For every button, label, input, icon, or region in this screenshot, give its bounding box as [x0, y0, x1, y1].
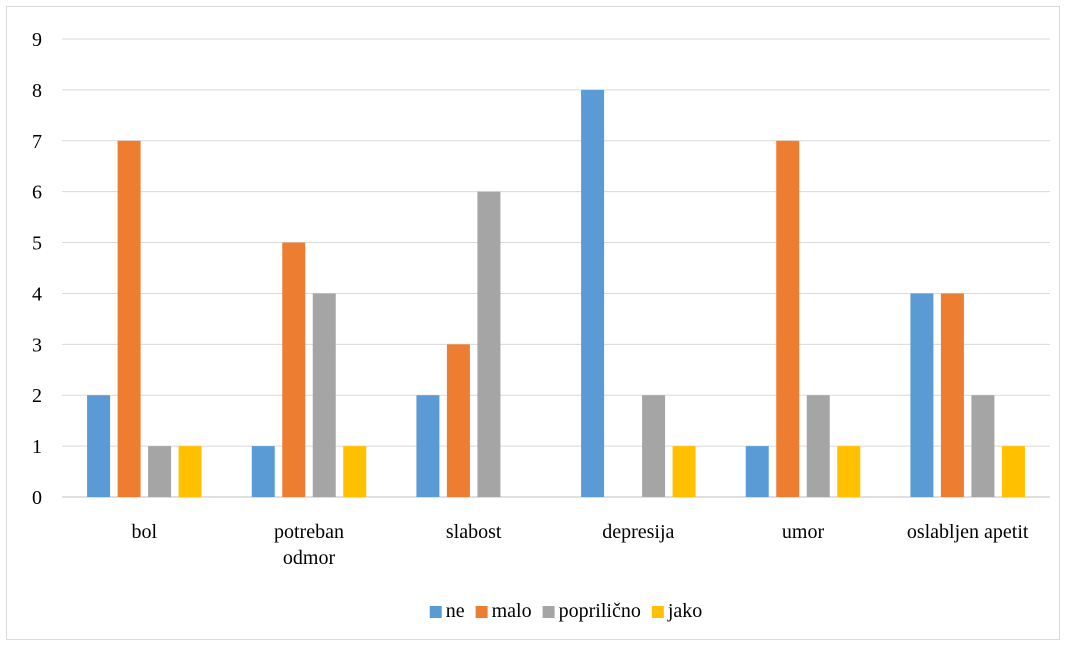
bar-ne-0 — [87, 395, 111, 497]
legend-swatch-jako — [651, 606, 664, 618]
y-tick-label: 0 — [32, 487, 42, 509]
y-tick-label: 1 — [32, 436, 42, 458]
bar-jako-5 — [1001, 446, 1025, 497]
legend-swatch-malo — [475, 606, 488, 618]
bar-poprilično-5 — [971, 395, 995, 497]
bar-jako-1 — [343, 446, 367, 497]
bar-malo-4 — [776, 140, 800, 497]
bars — [87, 89, 1025, 497]
category-label: slabost — [446, 521, 502, 543]
bar-poprilično-1 — [312, 293, 336, 497]
legend-swatch-poprilično — [542, 606, 555, 618]
bar-ne-2 — [416, 395, 440, 497]
bar-malo-0 — [117, 140, 141, 497]
chart-frame — [6, 6, 1060, 640]
legend-swatch-ne — [429, 606, 442, 618]
bar-malo-5 — [940, 293, 964, 497]
bar-jako-4 — [837, 446, 861, 497]
category-label-line: odmor — [283, 547, 336, 569]
legend-label: ne — [446, 600, 465, 622]
category-label: bol — [132, 521, 158, 543]
y-tick-label: 4 — [32, 283, 42, 305]
x-axis-categories: bol potreban odmor slabost depresija umor osla… — [132, 521, 1029, 569]
bar-jako-3 — [672, 446, 696, 497]
category-label: potreban odmor — [274, 521, 344, 569]
category-label-line: bol — [132, 521, 158, 543]
bar-poprilično-4 — [806, 395, 830, 497]
y-tick-label: 7 — [32, 131, 42, 153]
y-tick-label: 5 — [32, 233, 42, 255]
category-label-line: umor — [782, 521, 825, 543]
category-label: oslabljen apetit — [907, 521, 1029, 543]
legend: ne malo poprilično jako — [429, 600, 702, 622]
category-label-line: oslabljen apetit — [907, 521, 1029, 543]
category-label: depresija — [602, 521, 674, 543]
y-tick-label: 3 — [32, 334, 42, 356]
legend-label: malo — [492, 600, 532, 622]
category-label-line: potreban — [274, 521, 344, 543]
bar-malo-1 — [282, 242, 306, 497]
legend-label: jako — [667, 600, 702, 622]
bar-poprilično-3 — [642, 395, 666, 497]
category-label-line: depresija — [602, 521, 674, 543]
bar-ne-4 — [745, 446, 769, 497]
y-tick-label: 9 — [32, 29, 42, 51]
bar-ne-5 — [910, 293, 934, 497]
bar-poprilično-0 — [148, 446, 172, 497]
y-tick-label: 8 — [32, 80, 42, 102]
bar-ne-1 — [251, 446, 275, 497]
bar-ne-3 — [581, 89, 605, 497]
bar-poprilično-2 — [477, 191, 501, 497]
y-tick-label: 2 — [32, 385, 42, 407]
category-label: umor — [782, 521, 825, 543]
y-tick-label: 6 — [32, 182, 42, 204]
gridlines — [62, 38, 1050, 498]
bar-malo-2 — [446, 344, 470, 497]
bar-jako-0 — [178, 446, 202, 497]
category-label-line: slabost — [446, 521, 502, 543]
legend-label: poprilično — [559, 600, 641, 622]
y-axis-ticks: 0 1 2 3 4 5 6 7 8 9 — [32, 29, 42, 509]
